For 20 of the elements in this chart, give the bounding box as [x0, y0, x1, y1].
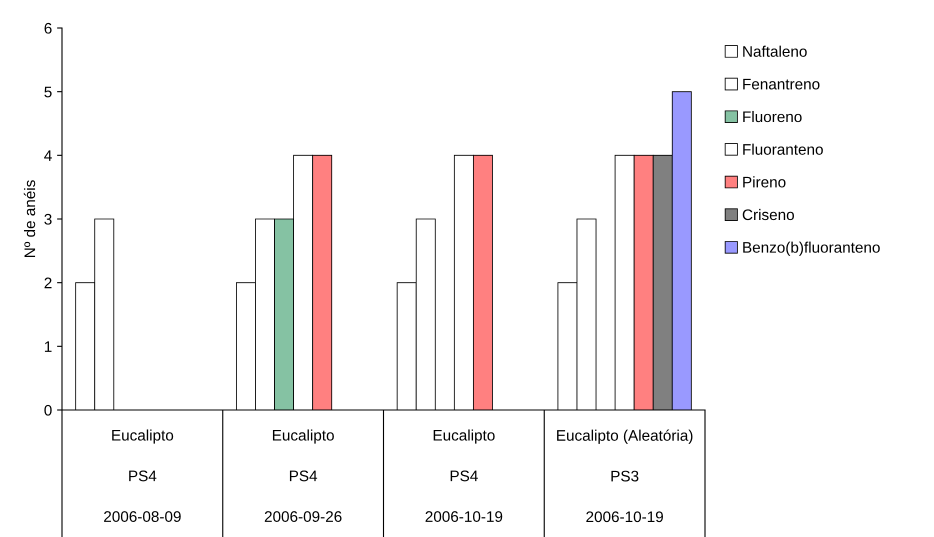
y-tick-label: 4	[44, 150, 52, 161]
legend-label: Fluoreno	[743, 110, 802, 122]
bar	[274, 218, 294, 410]
legend-label: Fluoranteno	[743, 144, 823, 155]
y-tick-label: 3	[44, 214, 52, 225]
legend-label: Pireno	[743, 176, 786, 188]
legend-label: Criseno	[742, 208, 794, 220]
category-label: Eucalipto PS4 2006-08-09	[104, 429, 181, 522]
category-label: Eucalipto (Aleatória) PS3 2006-10-19	[557, 429, 692, 522]
category-label: Eucalipto PS4 2006-09-26	[264, 429, 342, 522]
category-label: Eucalipto PS4 2006-10-19	[426, 429, 502, 522]
y-axis-title: Nº de anéis	[24, 180, 36, 258]
y-tick-label: 1	[44, 341, 52, 352]
y-tick-label: 6	[44, 22, 52, 34]
y-tick-label: 5	[44, 86, 52, 98]
legend-label: Fenantreno	[743, 78, 820, 90]
y-tick-label: 0	[44, 404, 52, 416]
legend-label: Benzo(b)fluoranteno	[743, 242, 880, 256]
legend-label: Naftaleno	[743, 46, 807, 57]
y-tick-label: 2	[44, 278, 52, 288]
